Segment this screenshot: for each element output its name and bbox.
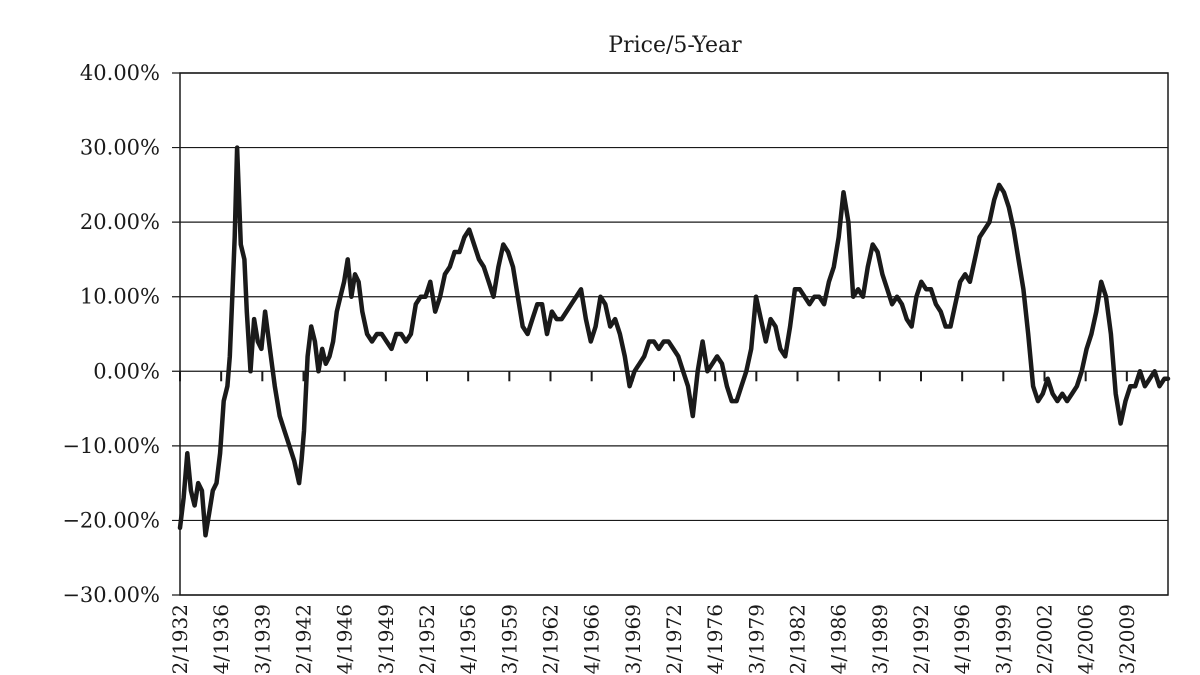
x-tick-label: 4/2006	[1074, 604, 1098, 674]
x-tick-label: 3/1969	[621, 604, 645, 674]
y-tick-label: −10.00%	[62, 434, 160, 458]
chart-title: Price/5-Year	[608, 33, 742, 58]
x-tick-label: 3/1959	[497, 604, 521, 674]
x-tick-label: 2/1972	[662, 604, 686, 674]
y-axis-tick-labels: 40.00% 30.00% 20.00% 10.00% 0.00% −10.00% −20.…	[62, 61, 160, 607]
x-tick-label: 3/1979	[744, 604, 768, 674]
y-tick-label: −30.00%	[62, 583, 160, 607]
x-tick-label: 3/1999	[991, 604, 1015, 674]
y-tick-label: 40.00%	[80, 61, 160, 85]
x-tick-label: 3/1949	[374, 604, 398, 674]
x-tick-label: 2/1962	[539, 604, 563, 674]
y-tick-label: 10.00%	[80, 285, 160, 309]
x-axis-tick-labels: 2/1932 4/1936 3/1939 2/1942 4/1946 3/1949 2/19…	[168, 604, 1139, 674]
plot-frame	[179, 72, 1169, 596]
x-tick-label: 2/1942	[292, 604, 316, 674]
x-tick-label: 4/1936	[209, 604, 233, 674]
x-tick-label: 3/1989	[868, 604, 892, 674]
x-tick-label: 4/1956	[456, 604, 480, 674]
y-tick-label: 20.00%	[80, 210, 160, 234]
x-tick-label: 3/2009	[1115, 604, 1139, 674]
y-tick-label: 30.00%	[80, 136, 160, 160]
x-tick-label: 2/1932	[168, 604, 192, 674]
x-tick-label: 2/2002	[1033, 604, 1057, 674]
y-tick-label: 0.00%	[93, 359, 160, 383]
series-line	[177, 145, 1171, 538]
x-tick-label: 2/1982	[786, 604, 810, 674]
x-tick-label: 2/1952	[415, 604, 439, 674]
x-tick-label: 4/1986	[827, 604, 851, 674]
x-tick-label: 4/1946	[333, 604, 357, 674]
x-tick-label: 4/1966	[580, 604, 604, 674]
x-tick-label: 4/1976	[703, 604, 727, 674]
grid-lines	[172, 72, 1168, 596]
zero-line-ticks	[179, 371, 1128, 382]
x-tick-label: 4/1996	[950, 604, 974, 674]
x-tick-label: 2/1992	[909, 604, 933, 674]
y-tick-label: −20.00%	[62, 508, 160, 532]
x-tick-label: 3/1939	[250, 604, 274, 674]
